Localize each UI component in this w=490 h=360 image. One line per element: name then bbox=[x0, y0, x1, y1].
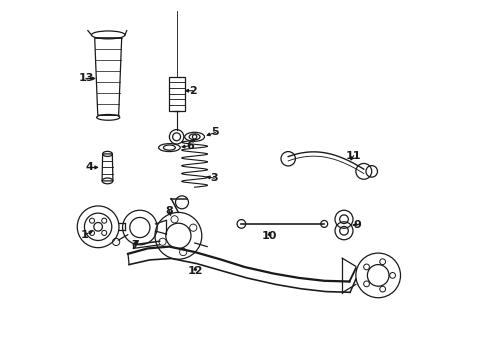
Text: 9: 9 bbox=[353, 220, 361, 230]
Text: 8: 8 bbox=[166, 206, 173, 216]
Text: 12: 12 bbox=[188, 266, 203, 276]
Text: 10: 10 bbox=[262, 231, 277, 241]
Bar bbox=[169, 77, 185, 111]
Text: 11: 11 bbox=[346, 150, 362, 161]
Text: 6: 6 bbox=[186, 141, 194, 151]
Text: 13: 13 bbox=[78, 73, 94, 84]
Text: 1: 1 bbox=[81, 230, 89, 240]
Text: 7: 7 bbox=[131, 240, 139, 250]
Text: 2: 2 bbox=[189, 86, 196, 96]
Text: 3: 3 bbox=[211, 173, 218, 183]
Text: 5: 5 bbox=[212, 127, 220, 138]
Text: 4: 4 bbox=[86, 162, 94, 172]
